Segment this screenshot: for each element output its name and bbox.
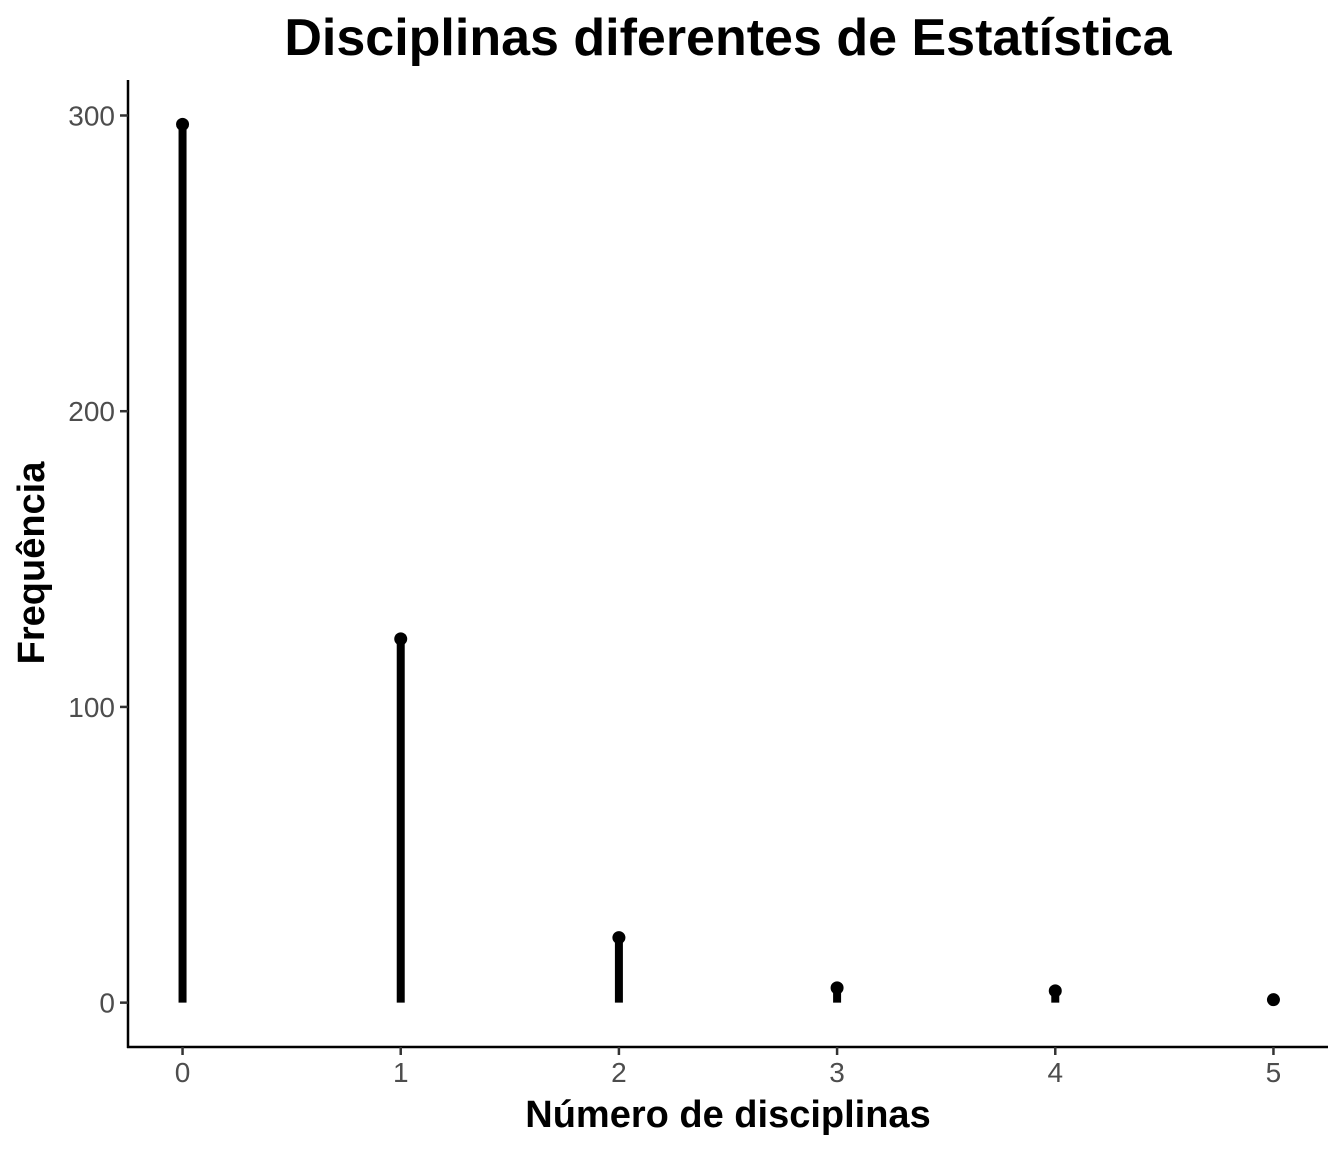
lollipop-point [612, 931, 626, 945]
lollipop-point [1048, 984, 1062, 998]
chart-title: Disciplinas diferentes de Estatística [284, 9, 1172, 67]
y-axis-ticks: 0 100 200 300 [68, 100, 128, 1019]
y-tick-label: 300 [68, 100, 115, 131]
x-tick-label: 4 [1047, 1057, 1063, 1088]
x-tick-label: 1 [393, 1057, 409, 1088]
x-tick-label: 5 [1266, 1057, 1282, 1088]
x-tick-label: 0 [175, 1057, 191, 1088]
lollipop-point [176, 117, 190, 131]
x-axis-title: Número de disciplinas [525, 1094, 930, 1136]
x-tick-label: 3 [829, 1057, 845, 1088]
lollipop-point [830, 981, 844, 995]
x-axis-ticks: 0 1 2 3 4 5 [175, 1047, 1281, 1088]
plot-area [176, 117, 1280, 1007]
lollipop-point [1266, 993, 1280, 1007]
lollipop-point [394, 632, 408, 646]
y-tick-label: 200 [68, 396, 115, 427]
y-axis-title: Frequência [11, 461, 53, 665]
y-tick-label: 0 [99, 988, 115, 1019]
y-tick-label: 100 [68, 692, 115, 723]
x-tick-label: 2 [611, 1057, 627, 1088]
